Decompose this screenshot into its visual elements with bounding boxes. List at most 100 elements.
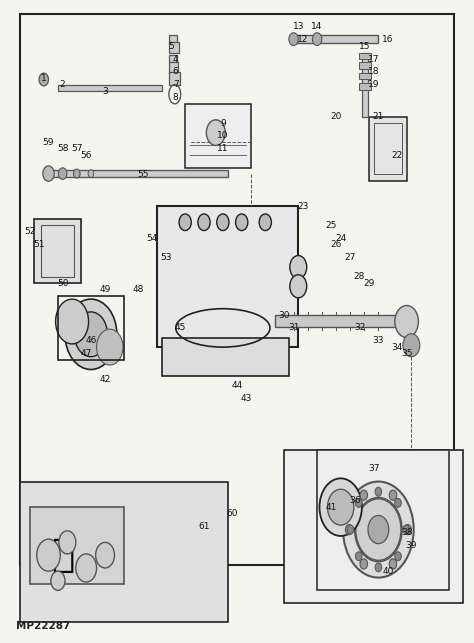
FancyBboxPatch shape: [369, 116, 407, 181]
Circle shape: [290, 255, 307, 278]
Circle shape: [355, 498, 402, 561]
Circle shape: [395, 498, 401, 507]
Circle shape: [259, 214, 272, 231]
Text: 8: 8: [173, 93, 179, 102]
Text: 19: 19: [368, 80, 379, 89]
Circle shape: [206, 120, 225, 145]
Text: 61: 61: [198, 522, 210, 531]
FancyBboxPatch shape: [35, 219, 82, 283]
FancyBboxPatch shape: [162, 338, 289, 376]
Text: 42: 42: [100, 375, 111, 384]
Circle shape: [51, 571, 65, 590]
Circle shape: [389, 490, 397, 500]
FancyBboxPatch shape: [284, 449, 463, 603]
Circle shape: [368, 516, 389, 544]
Circle shape: [369, 517, 388, 543]
Text: 26: 26: [330, 240, 342, 249]
FancyBboxPatch shape: [185, 104, 251, 168]
FancyBboxPatch shape: [48, 170, 228, 177]
Text: 51: 51: [33, 240, 45, 249]
Text: 23: 23: [297, 202, 309, 211]
Circle shape: [97, 329, 123, 365]
Text: 60: 60: [227, 509, 238, 518]
Text: 33: 33: [373, 336, 384, 345]
Circle shape: [319, 478, 362, 536]
Circle shape: [356, 552, 362, 561]
Circle shape: [347, 525, 354, 534]
Text: 16: 16: [382, 35, 393, 44]
FancyBboxPatch shape: [58, 85, 162, 91]
Text: 18: 18: [368, 68, 379, 77]
Text: 2: 2: [60, 80, 65, 89]
Text: 43: 43: [241, 394, 252, 403]
FancyBboxPatch shape: [358, 84, 371, 90]
Text: 7: 7: [173, 80, 179, 89]
Text: 52: 52: [24, 228, 36, 237]
Text: 🔧: 🔧: [51, 536, 74, 574]
Text: 13: 13: [292, 23, 304, 32]
Circle shape: [389, 559, 397, 569]
Circle shape: [356, 498, 362, 507]
FancyBboxPatch shape: [293, 35, 378, 43]
Text: 50: 50: [57, 278, 68, 287]
FancyBboxPatch shape: [358, 73, 371, 80]
Text: 14: 14: [311, 23, 323, 32]
Text: 41: 41: [326, 503, 337, 512]
Text: 55: 55: [137, 170, 148, 179]
Text: 46: 46: [85, 336, 97, 345]
Circle shape: [344, 483, 413, 576]
Circle shape: [217, 214, 229, 231]
Text: 3: 3: [102, 87, 108, 96]
Text: 24: 24: [335, 234, 346, 243]
Circle shape: [36, 539, 60, 571]
Circle shape: [395, 552, 401, 561]
Text: 40: 40: [382, 566, 393, 575]
Circle shape: [346, 525, 353, 535]
Text: 17: 17: [368, 55, 379, 64]
Circle shape: [96, 543, 115, 568]
Circle shape: [198, 214, 210, 231]
Circle shape: [328, 489, 354, 525]
Circle shape: [375, 563, 382, 572]
FancyBboxPatch shape: [169, 62, 178, 73]
Text: 30: 30: [278, 311, 290, 320]
Circle shape: [290, 275, 307, 298]
Text: 56: 56: [81, 150, 92, 159]
Circle shape: [356, 499, 401, 560]
Text: 11: 11: [217, 144, 228, 153]
Text: 44: 44: [231, 381, 243, 390]
Text: 6: 6: [173, 68, 179, 77]
Text: 54: 54: [146, 234, 158, 243]
Text: 25: 25: [326, 221, 337, 230]
FancyBboxPatch shape: [20, 482, 228, 622]
Circle shape: [179, 214, 191, 231]
Circle shape: [343, 482, 414, 577]
FancyBboxPatch shape: [157, 206, 298, 347]
Text: 29: 29: [363, 278, 374, 287]
Text: 15: 15: [358, 42, 370, 51]
Text: 1: 1: [41, 74, 46, 83]
Circle shape: [236, 214, 248, 231]
Circle shape: [74, 312, 108, 357]
Text: 59: 59: [43, 138, 54, 147]
Text: 36: 36: [349, 496, 361, 505]
Text: 5: 5: [168, 42, 174, 51]
Circle shape: [375, 487, 382, 496]
Circle shape: [360, 559, 367, 569]
FancyBboxPatch shape: [169, 35, 177, 43]
FancyBboxPatch shape: [358, 53, 371, 59]
Circle shape: [39, 73, 48, 86]
FancyBboxPatch shape: [275, 315, 407, 327]
Circle shape: [395, 305, 419, 338]
Circle shape: [58, 168, 67, 179]
Circle shape: [76, 554, 97, 582]
Text: 53: 53: [161, 253, 172, 262]
FancyBboxPatch shape: [317, 449, 449, 590]
Text: 21: 21: [373, 112, 384, 121]
Circle shape: [73, 169, 80, 178]
Circle shape: [360, 490, 367, 500]
Text: 49: 49: [100, 285, 111, 294]
Text: 48: 48: [132, 285, 144, 294]
Text: 31: 31: [288, 323, 299, 332]
Text: 47: 47: [81, 349, 92, 358]
